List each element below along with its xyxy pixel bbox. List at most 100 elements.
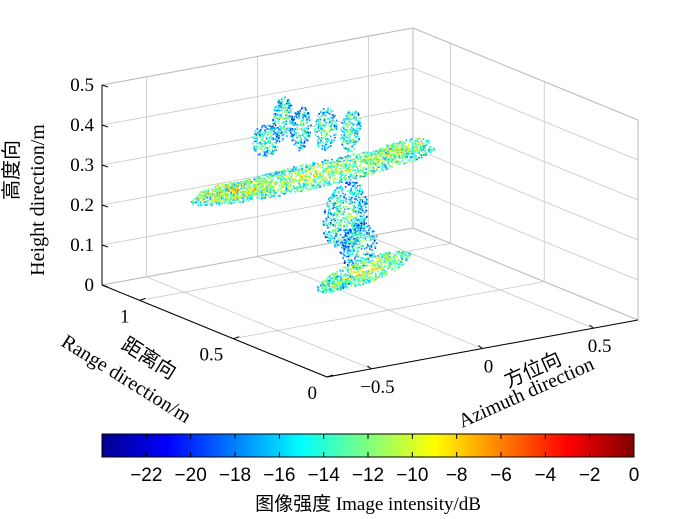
cloud-point [327,239,329,242]
cloud-point [212,192,214,194]
cloud-point [391,150,393,153]
cloud-point [310,183,312,186]
cloud-point [409,253,412,256]
cloud-point [329,141,332,143]
cloud-point [350,239,352,242]
cloud-point [264,131,267,134]
cloud-point [330,274,332,276]
cloud-point [261,197,263,199]
cloud-point [235,185,238,187]
cloud-point [315,180,317,183]
cloud-point [357,265,359,267]
cloud-point [236,190,239,192]
cloud-point [305,122,307,124]
cloud-point [344,186,347,188]
cloud-point [334,278,337,281]
cloud-point [301,144,304,147]
cloud-point [350,283,353,286]
cloud-point [303,184,306,187]
cloud-point [372,243,374,246]
cloud-point [339,188,342,190]
cloud-point [262,174,264,177]
cloud-point [229,201,231,203]
cloud-point [359,222,362,224]
cloud-point [287,187,289,190]
cloud-point [370,153,373,156]
cloud-point [339,207,341,210]
cloud-point [283,106,285,109]
cloud-point [355,222,357,225]
cloud-point [297,111,299,113]
cloud-point [361,207,363,210]
cloud-point [327,240,330,243]
cloud-point [290,176,293,178]
cloud-point [264,151,266,153]
cloud-point [284,109,287,111]
cloud-point [267,128,270,130]
cloud-point [242,194,245,196]
cloud-point [372,163,374,166]
cloud-point [365,275,367,278]
cloud-point [366,173,369,176]
cloud-point [322,175,324,177]
cloud-point [305,137,307,139]
cloud-point [372,150,375,152]
cloud-point [361,191,364,194]
cloud-point [368,229,370,231]
cloud-point [393,142,395,145]
cloud-point [282,181,285,183]
cloud-point [371,230,374,232]
cloud-point [282,169,285,172]
cloud-point [322,108,325,110]
cloud-point [327,160,329,163]
cloud-point [269,136,272,139]
cloud-point [324,178,326,181]
cloud-point [327,146,330,148]
cloud-point [348,253,350,256]
cloud-point [385,149,387,152]
cloud-point [318,165,321,168]
cloud-point [359,127,361,130]
cloud-point [360,245,363,247]
cloud-point [298,179,300,182]
cloud-point [348,196,350,198]
cloud-point [375,170,377,172]
cloud-point [397,267,399,269]
cloud-point [264,143,267,145]
cloud-point [301,124,303,127]
cloud-point [347,154,349,157]
cloud-point [330,288,333,290]
cloud-point [357,130,359,132]
cloud-point [346,205,349,208]
cloud-point [341,270,344,272]
cloud-point [314,125,316,127]
cloud-point [308,168,310,171]
cloud-point [253,187,255,190]
cloud-point [368,166,371,168]
cloud-point [301,186,303,188]
cloud-point [269,188,271,190]
cloud-point [357,276,360,278]
cloud-point [282,190,284,192]
cloud-point [416,151,418,153]
cloud-point [263,187,266,190]
cloud-point [408,149,410,152]
cloud-point [381,269,383,271]
cloud-point [371,262,374,264]
cloud-point [340,238,342,241]
cloud-point [370,160,373,163]
cloud-point [314,170,317,173]
cloud-point [277,194,279,196]
cloud-point [323,231,325,234]
cloud-point [254,190,257,192]
cloud-point [332,237,334,239]
cloud-point [316,143,319,146]
cloud-point [281,104,283,106]
cloud-point [263,152,266,154]
cloud-point [382,271,385,273]
cloud-point [389,148,391,150]
cloud-point [328,234,330,237]
cloud-point [326,224,329,227]
cloud-point [414,157,417,159]
cloud-point [220,194,223,196]
